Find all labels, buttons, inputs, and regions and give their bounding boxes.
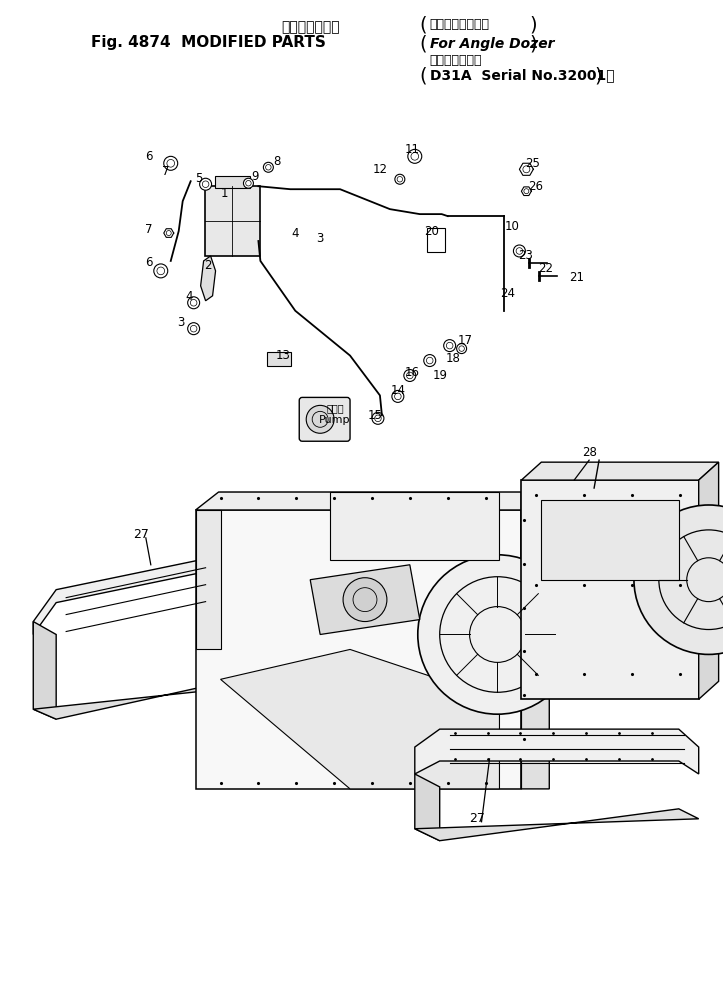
Text: 27: 27 [470, 813, 486, 826]
Text: 19: 19 [432, 369, 447, 382]
Circle shape [392, 391, 404, 403]
Polygon shape [415, 774, 439, 841]
Text: ): ) [529, 35, 537, 53]
Text: アングルドーザ用: アングルドーザ用 [430, 18, 489, 31]
Polygon shape [415, 729, 699, 774]
Text: Pump: Pump [319, 415, 351, 425]
Polygon shape [195, 510, 221, 650]
Text: For Angle Dozer: For Angle Dozer [430, 37, 555, 50]
Text: 4: 4 [185, 290, 193, 303]
Polygon shape [330, 492, 500, 560]
Circle shape [200, 178, 211, 190]
Text: 13: 13 [276, 349, 291, 363]
Circle shape [153, 264, 168, 278]
Text: 6: 6 [145, 257, 153, 270]
Text: 4: 4 [292, 227, 299, 240]
Polygon shape [33, 621, 56, 719]
Circle shape [243, 178, 253, 188]
Polygon shape [521, 462, 719, 480]
Text: (: ( [420, 16, 427, 35]
Text: 18: 18 [445, 352, 460, 366]
Text: Fig. 4874  MODIFIED PARTS: Fig. 4874 MODIFIED PARTS [91, 35, 326, 49]
Text: 16: 16 [404, 366, 419, 379]
Text: 24: 24 [500, 287, 515, 300]
Text: 28: 28 [581, 446, 597, 459]
FancyBboxPatch shape [542, 500, 679, 580]
Text: 1: 1 [221, 186, 228, 199]
Text: 9: 9 [252, 170, 259, 182]
Circle shape [444, 339, 455, 351]
Circle shape [188, 297, 200, 309]
Circle shape [306, 406, 334, 433]
FancyBboxPatch shape [299, 398, 350, 441]
Polygon shape [415, 809, 699, 841]
Circle shape [404, 370, 416, 382]
Text: 8: 8 [274, 155, 281, 168]
Polygon shape [33, 560, 221, 634]
Text: 2: 2 [204, 260, 211, 273]
Text: D31A  Serial No.32001～: D31A Serial No.32001～ [430, 68, 615, 83]
Polygon shape [221, 650, 500, 788]
FancyBboxPatch shape [214, 176, 251, 188]
Circle shape [418, 555, 577, 714]
Circle shape [264, 162, 274, 172]
Polygon shape [310, 565, 420, 634]
Polygon shape [33, 688, 221, 719]
Circle shape [634, 505, 724, 655]
Text: (: ( [420, 35, 427, 53]
Text: ポンプ: ポンプ [327, 404, 344, 413]
Circle shape [164, 156, 177, 170]
Text: 5: 5 [195, 172, 202, 184]
Text: 17: 17 [458, 334, 473, 347]
Text: 6: 6 [145, 150, 153, 163]
Text: 7: 7 [145, 223, 153, 236]
FancyBboxPatch shape [205, 186, 261, 256]
Text: ): ) [529, 16, 537, 35]
Circle shape [343, 578, 387, 621]
Text: ): ) [594, 66, 602, 86]
Text: 10: 10 [505, 220, 520, 233]
Circle shape [188, 322, 200, 334]
Circle shape [372, 412, 384, 424]
Text: (: ( [420, 66, 427, 86]
Text: 21: 21 [568, 271, 584, 284]
Text: 25: 25 [525, 157, 540, 170]
Text: 適　用　号　機: 適 用 号 機 [430, 53, 482, 66]
FancyBboxPatch shape [521, 480, 699, 699]
Polygon shape [219, 492, 521, 510]
Text: 27: 27 [133, 529, 149, 542]
Text: 20: 20 [424, 225, 439, 238]
Text: 7: 7 [162, 165, 169, 178]
Circle shape [424, 354, 436, 367]
Text: 3: 3 [316, 232, 324, 245]
Text: 14: 14 [390, 384, 405, 397]
Circle shape [408, 149, 422, 163]
Text: 3: 3 [177, 316, 185, 329]
FancyBboxPatch shape [267, 351, 291, 366]
Text: 11: 11 [404, 143, 419, 156]
Polygon shape [521, 492, 550, 788]
Text: 23: 23 [518, 250, 533, 263]
Circle shape [457, 343, 466, 353]
Polygon shape [201, 256, 216, 301]
Text: 12: 12 [372, 163, 387, 176]
FancyBboxPatch shape [426, 228, 445, 252]
Circle shape [513, 245, 526, 257]
Polygon shape [195, 492, 521, 510]
Text: 改　造　部　品: 改 造 部 品 [281, 20, 340, 34]
Text: 15: 15 [368, 409, 382, 422]
Text: 22: 22 [538, 263, 553, 275]
Polygon shape [699, 462, 719, 699]
Text: 26: 26 [528, 179, 543, 192]
Circle shape [395, 174, 405, 184]
Polygon shape [195, 510, 521, 788]
